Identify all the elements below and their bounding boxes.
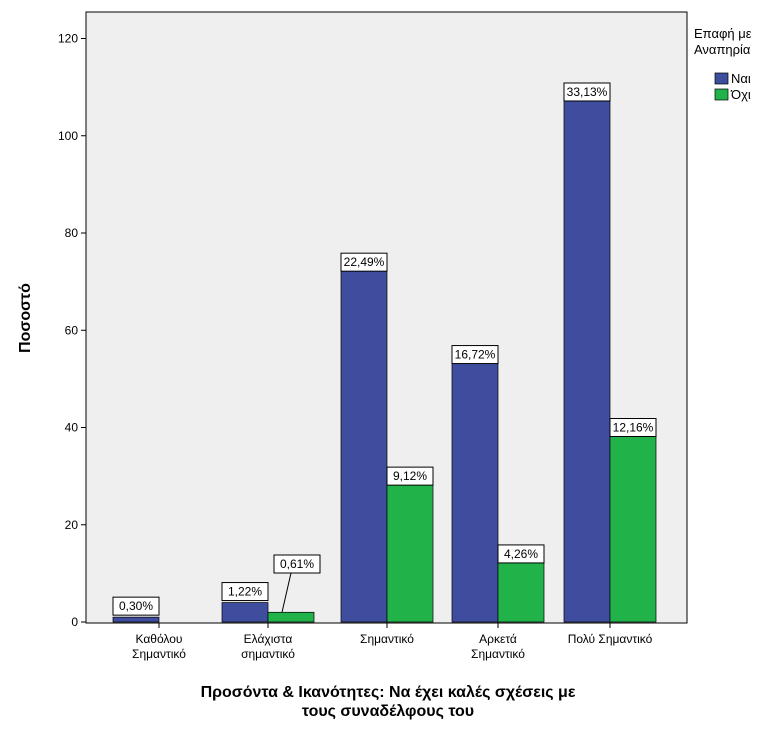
x-tick-label: Ελάχιστα [244, 632, 293, 646]
x-axis-title-line: Προσόντα & Ικανότητες: Να έχει καλές σχέ… [201, 684, 576, 701]
bar-ochi [497, 553, 545, 623]
y-tick-label: 20 [65, 518, 79, 532]
x-tick-label: Αρκετά [479, 632, 517, 646]
data-label: 0,30% [119, 599, 153, 613]
data-label-box [340, 252, 388, 272]
data-label: 0,61% [280, 557, 314, 571]
x-tick-label: σημαντικό [241, 647, 295, 661]
data-label-box [112, 596, 160, 616]
legend-label: Ναι [731, 71, 751, 86]
bar-nai [340, 261, 388, 623]
x-tick-label: Σημαντικό [471, 647, 525, 661]
x-axis-title-line: τους συναδέλφους του [302, 703, 474, 720]
data-label-box [221, 582, 269, 602]
x-tick-label: Σημαντικό [360, 632, 414, 646]
legend-swatch [714, 72, 729, 85]
x-tick-label: Σημαντικό [132, 647, 186, 661]
data-label-box [386, 466, 434, 486]
bar-nai [112, 616, 160, 623]
y-tick-label: 120 [58, 32, 78, 46]
y-axis: 0 20 40 60 80 100 120 [58, 32, 86, 629]
x-tick-labels: ΚαθόλουΣημαντικόΕλάχιστασημαντικόΣημαντι… [132, 623, 653, 661]
y-tick-label: 100 [58, 129, 78, 143]
data-label-box [273, 554, 321, 574]
bars [112, 91, 657, 623]
bar-ochi [609, 427, 657, 623]
bar-ochi [386, 475, 434, 623]
bar-nai [451, 354, 499, 623]
y-tick-label: 40 [65, 421, 79, 435]
legend-swatch [714, 88, 729, 101]
data-label: 12,16% [613, 421, 654, 435]
y-axis-title: Ποσοστό [17, 283, 34, 353]
data-label: 4,26% [504, 547, 538, 561]
x-axis-title: Προσόντα & Ικανότητες: Να έχει καλές σχέ… [201, 684, 576, 720]
data-label-box [563, 82, 611, 102]
legend-label: Όχι [730, 87, 751, 102]
data-label: 16,72% [455, 348, 496, 362]
data-labels: 0,30% 1,22% 22,49% 16,72% 33,13% 0,61% 9,12% 4,… [112, 82, 657, 616]
y-tick-label: 60 [65, 323, 79, 337]
data-label: 22,49% [344, 255, 385, 269]
x-tick-label: Πολύ Σημαντικό [568, 632, 653, 646]
data-label: 9,12% [393, 469, 427, 483]
x-tick-label: Καθόλου [136, 632, 183, 646]
bar-nai [221, 602, 269, 623]
bar-ochi [267, 611, 315, 623]
legend-title: Αναπηρία [694, 42, 751, 57]
y-tick-label: 0 [71, 615, 78, 629]
data-label: 33,13% [567, 85, 608, 99]
data-label: 1,22% [228, 585, 262, 599]
legend-title: Επαφή με [694, 26, 752, 41]
y-tick-label: 80 [65, 226, 79, 240]
bar-nai [563, 91, 611, 623]
data-label-box [451, 345, 499, 365]
data-label-box [497, 544, 545, 564]
data-label-leader [281, 572, 292, 613]
data-label-box [609, 418, 657, 437]
